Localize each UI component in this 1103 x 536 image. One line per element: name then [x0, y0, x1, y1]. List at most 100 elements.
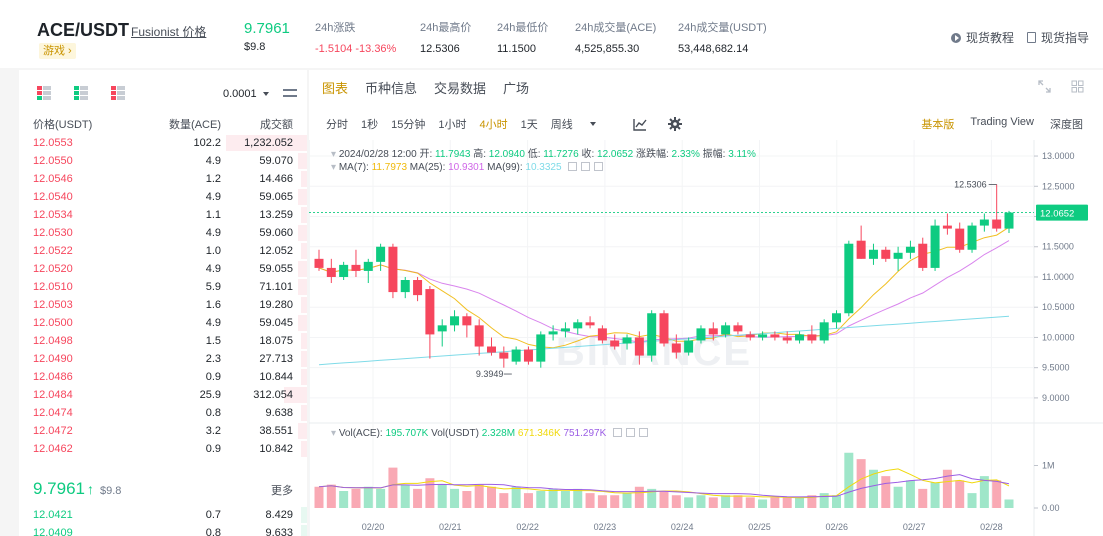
ask-row[interactable]: 12.0472 3.2 38.551	[19, 422, 307, 440]
candle-body	[585, 322, 595, 326]
fullscreen-icon[interactable]	[1038, 80, 1051, 93]
ask-row[interactable]: 12.0500 4.9 59.045	[19, 314, 307, 332]
precision-select[interactable]: 0.0001	[223, 88, 269, 100]
volume-bar	[474, 484, 484, 508]
settings-sliders-icon[interactable]	[283, 86, 297, 100]
volume-bar	[967, 493, 977, 508]
tf-4h[interactable]: 4小时	[479, 119, 508, 131]
view-basic[interactable]: 基本版	[921, 119, 955, 131]
ticker-header: ACE/USDT Fusionist 价格 游戏 › 9.7961 $9.8 2…	[0, 0, 1103, 68]
cell-total: 10.844	[259, 371, 293, 383]
view-depth[interactable]: 深度图	[1050, 119, 1083, 131]
spot-guide-link[interactable]: 现货指导	[1027, 29, 1089, 46]
ma99-label: MA(99):	[487, 162, 523, 173]
last-price-fiat: $9.8	[244, 41, 266, 53]
cell-qty: 1.2	[205, 173, 221, 185]
ask-row[interactable]: 12.0522 1.0 12.052	[19, 242, 307, 260]
ma99-value: 10.3325	[525, 162, 562, 173]
volume-bar	[881, 476, 891, 508]
ask-row[interactable]: 12.0474 0.8 9.638	[19, 404, 307, 422]
ask-row[interactable]: 12.0534 1.1 13.259	[19, 206, 307, 224]
orderbook-both-icon[interactable]	[37, 86, 51, 100]
tab-square[interactable]: 广场	[503, 81, 530, 96]
volume-bar	[782, 497, 792, 508]
cell-total: 8.429	[265, 509, 293, 521]
bid-row[interactable]: 12.0409 0.8 9.633	[19, 524, 307, 536]
stat-24h-volume-usdt: 24h成交量(USDT) 53,448,682.14	[678, 19, 767, 55]
category-tag[interactable]: 游戏 ›	[39, 43, 76, 59]
depth-bar	[298, 315, 307, 331]
eye-icon[interactable]	[568, 162, 578, 171]
cell-price: 12.0510	[33, 281, 73, 293]
tf-time-share[interactable]: 分时	[326, 119, 348, 131]
close-icon[interactable]	[639, 428, 649, 437]
ask-row[interactable]: 12.0530 4.9 59.060	[19, 224, 307, 242]
tab-coin-info[interactable]: 币种信息	[365, 81, 418, 96]
project-price-link[interactable]: Fusionist 价格	[131, 25, 207, 39]
candlestick-chart[interactable]: 13.000012.500012.000011.500011.000010.50…	[309, 140, 1103, 536]
indicator-chart-icon[interactable]	[633, 118, 647, 131]
depth-bar	[298, 189, 307, 205]
depth-bar	[301, 243, 307, 259]
volume-ma10-line	[318, 474, 1010, 498]
stat-value: -1.5104 -13.36%	[315, 43, 397, 55]
more-button[interactable]: 更多	[271, 485, 293, 497]
orderbook-bids-icon[interactable]	[74, 86, 88, 100]
ask-row[interactable]: 12.0550 4.9 59.070	[19, 152, 307, 170]
volume-bar	[659, 491, 669, 508]
chevron-down-icon[interactable]	[589, 122, 596, 126]
cell-qty: 1.6	[205, 299, 221, 311]
volume-bar	[487, 486, 496, 508]
ask-row[interactable]: 12.0546 1.2 14.466	[19, 170, 307, 188]
ask-row[interactable]: 12.0490 2.3 27.713	[19, 350, 307, 368]
ask-row[interactable]: 12.0553 102.2 1,232.052	[19, 134, 307, 152]
tf-1d[interactable]: 1天	[520, 119, 538, 131]
orderbook-asks-icon[interactable]	[111, 86, 125, 100]
view-tradingview[interactable]: Trading View	[970, 116, 1034, 128]
cell-total: 13.259	[259, 209, 293, 221]
candle-body	[548, 331, 558, 335]
tf-15m[interactable]: 15分钟	[391, 119, 426, 131]
ohlc-amp: 3.11%	[728, 149, 756, 160]
tf-1h[interactable]: 1小时	[438, 119, 467, 131]
gear-icon[interactable]	[667, 117, 682, 131]
col-price: 价格(USDT)	[33, 119, 93, 131]
layout-grid-icon[interactable]	[1071, 80, 1084, 93]
ask-row[interactable]: 12.0520 4.9 59.055	[19, 260, 307, 278]
ask-row[interactable]: 12.0486 0.9 10.844	[19, 368, 307, 386]
ask-row[interactable]: 12.0503 1.6 19.280	[19, 296, 307, 314]
volume-bar	[610, 495, 620, 508]
close-icon[interactable]	[594, 162, 604, 171]
tf-1w[interactable]: 周线	[550, 119, 573, 131]
ask-row[interactable]: 12.0498 1.5 18.075	[19, 332, 307, 350]
y-tick-label: 9.0000	[1042, 393, 1070, 403]
stat-value: 4,525,855.30	[575, 43, 640, 55]
eye-icon[interactable]	[613, 428, 623, 437]
tf-1s[interactable]: 1秒	[361, 119, 379, 131]
cell-price: 12.0503	[33, 299, 73, 311]
settings-icon[interactable]	[581, 162, 591, 171]
bid-row[interactable]: 12.0421 0.7 8.429	[19, 506, 307, 524]
spot-tutorial-link[interactable]: 现货教程	[951, 29, 1014, 46]
settings-icon[interactable]	[626, 428, 636, 437]
ask-row[interactable]: 12.0510 5.9 71.101	[19, 278, 307, 296]
stat-label: 24h最低价	[497, 22, 549, 34]
volume-bar	[351, 488, 361, 508]
chart-tabs: 图表 币种信息 交易数据 广场	[322, 78, 529, 97]
tab-trading-data[interactable]: 交易数据	[434, 81, 487, 96]
cell-total: 19.280	[259, 299, 293, 311]
volume-bar	[326, 484, 336, 508]
volume-bar	[671, 495, 681, 508]
volume-bar	[548, 488, 558, 508]
last-price: 9.7961	[244, 20, 290, 37]
tab-chart[interactable]: 图表	[322, 81, 349, 96]
stat-24h-high: 24h最高价 12.5306	[420, 19, 471, 55]
ask-row[interactable]: 12.0540 4.9 59.065	[19, 188, 307, 206]
ask-row[interactable]: 12.0484 25.9 312.054	[19, 386, 307, 404]
ask-row[interactable]: 12.0462 0.9 10.842	[19, 440, 307, 458]
cell-qty: 4.9	[205, 155, 221, 167]
volume-bar	[1004, 499, 1014, 508]
depth-bar	[301, 405, 307, 421]
depth-bar	[298, 153, 307, 169]
volume-bar	[573, 488, 583, 508]
